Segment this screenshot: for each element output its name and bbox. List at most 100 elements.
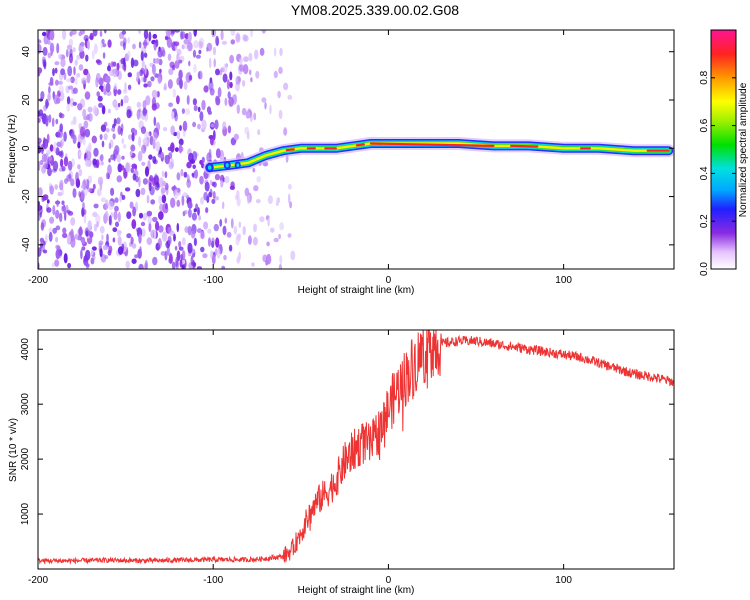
spectrogram-noise-speck xyxy=(77,164,81,170)
spectrogram-noise-speck xyxy=(184,210,188,215)
spectrogram-noise-speck xyxy=(181,237,186,246)
spectrogram-noise-speck xyxy=(38,247,42,257)
spectrogram-noise-speck xyxy=(164,171,168,179)
spectrogram-noise-speck xyxy=(60,181,63,188)
spectrogram-noise-speck xyxy=(230,218,234,229)
trace-blob-core xyxy=(236,163,240,167)
spectrogram-noise-speck xyxy=(245,111,251,119)
y-tick-label: 20 xyxy=(21,94,32,106)
spectrogram-noise-speck xyxy=(176,77,181,86)
spectrogram-noise-speck xyxy=(127,37,131,44)
spectrogram-noise-speck xyxy=(87,230,93,237)
snr-x-ticks: -200 -100 0 100 xyxy=(28,330,572,586)
spectrogram-noise-speck xyxy=(187,242,193,254)
spectrogram-noise-speck xyxy=(221,265,226,269)
spectrogram-noise-speck xyxy=(212,46,217,56)
spectrogram-noise-speck xyxy=(86,72,91,84)
spectrogram-noise-speck xyxy=(215,237,220,248)
spectrogram-noise-speck xyxy=(152,256,158,266)
spectrogram-noise-speck xyxy=(73,66,76,76)
spectrogram-noise-speck xyxy=(78,168,83,177)
spectrogram-noise-speck xyxy=(197,123,201,130)
spectrogram-noise-speck xyxy=(146,210,153,217)
spectrogram-noise-speck xyxy=(250,77,253,83)
snr-x-label: Height of straight line (km) xyxy=(298,585,415,596)
y-tick-label: 1000 xyxy=(20,502,31,525)
spectrogram-noise-speck xyxy=(161,194,167,204)
spectrogram-noise-speck xyxy=(222,73,228,83)
spectrogram-noise-speck xyxy=(161,170,165,178)
spectrogram-noise-speck xyxy=(229,81,233,89)
spectrogram-noise-speck xyxy=(176,172,181,181)
spectrogram-noise-speck xyxy=(157,76,162,85)
spectrogram-noise-speck xyxy=(176,95,180,105)
spectrogram-noise-speck xyxy=(82,201,85,211)
spectrogram-noise-speck xyxy=(58,53,62,60)
spectrogram-noise-speck xyxy=(42,240,46,246)
spectrogram-noise-speck xyxy=(55,244,60,250)
spectrogram-noise-speck xyxy=(152,216,158,223)
spectrogram-noise-speck xyxy=(127,50,131,59)
spectrogram-noise-speck xyxy=(147,216,152,225)
spectrogram-noise-speck xyxy=(113,153,116,162)
spectrogram-noise-speck xyxy=(66,234,71,244)
spectrogram-noise-speck xyxy=(201,99,206,111)
spectrogram-noise-speck xyxy=(154,73,159,78)
spectrogram-noise-speck xyxy=(78,45,84,53)
spectrogram-noise-speck xyxy=(164,36,169,41)
spectrogram-noise-speck xyxy=(47,52,52,59)
spectrogram-noise-speck xyxy=(215,96,221,106)
spectrogram-noise-speck xyxy=(107,164,112,176)
spectrogram-noise-speck xyxy=(204,181,210,192)
spectrogram-noise-speck xyxy=(156,90,160,98)
spectrogram-noise-speck xyxy=(102,52,106,59)
spectrogram-noise-speck xyxy=(121,194,126,200)
spectrogram-noise-speck xyxy=(174,30,180,33)
spectrogram-noise-speck xyxy=(146,194,150,204)
spectrogram-noise-speck xyxy=(101,197,106,203)
spectrogram-noise-speck xyxy=(167,79,173,89)
spectrogram-noise-speck xyxy=(223,63,228,73)
spectrogram-noise-speck xyxy=(82,208,87,215)
spectrogram-noise-speck xyxy=(207,228,212,234)
spectrogram-noise-speck xyxy=(101,161,104,166)
spectrogram-noise-speck xyxy=(201,156,205,164)
spectrogram-noise-speck xyxy=(60,150,64,159)
spectrogram-noise-speck xyxy=(278,66,283,74)
spectrogram-noise-speck xyxy=(247,235,252,245)
spectrogram-noise-speck xyxy=(107,39,112,48)
spectrogram-noise-speck xyxy=(187,201,193,209)
spectrogram-noise-speck xyxy=(227,91,231,99)
spectrogram-noise-speck xyxy=(91,135,98,144)
spectrogram-noise-speck xyxy=(91,49,95,60)
spectrogram-noise-speck xyxy=(96,91,100,97)
spectrogram-noise-speck xyxy=(168,161,174,170)
spectrogram-noise-speck xyxy=(150,199,156,205)
spectrogram-noise-speck xyxy=(69,31,73,37)
spectrogram-noise-speck xyxy=(152,33,158,39)
spectrogram-noise-speck xyxy=(45,98,49,109)
spectrogram-noise-speck xyxy=(165,202,168,210)
spectrogram-noise-speck xyxy=(158,225,164,233)
spectrogram-noise-speck xyxy=(49,144,54,152)
spectrogram-noise-speck xyxy=(77,141,81,149)
snr-frame xyxy=(37,329,675,570)
spectrogram-noise-speck xyxy=(107,65,111,72)
spectrogram-noise-speck xyxy=(174,112,179,122)
trace-hot-segment xyxy=(510,144,539,148)
spectrogram-noise-speck xyxy=(186,95,190,105)
spectrogram-noise-speck xyxy=(178,59,183,64)
x-tick-label: -200 xyxy=(28,275,48,286)
spectrogram-noise-speck xyxy=(92,183,96,190)
spectrogram-noise-speck xyxy=(66,44,73,50)
spectrogram-noise-speck xyxy=(39,212,43,218)
spectrogram-noise-speck xyxy=(219,219,223,227)
spectrogram-noise-speck xyxy=(277,90,281,99)
spectrogram-noise-speck xyxy=(152,139,156,150)
spectrogram-noise-speck xyxy=(91,254,96,261)
spectrogram-noise-speck xyxy=(125,260,131,269)
spectrogram-noise-speck xyxy=(127,134,133,140)
spectrogram-noise-speck xyxy=(224,175,230,184)
spectrogram-noise-speck xyxy=(54,61,60,66)
spectrogram-noise-speck xyxy=(211,198,216,205)
